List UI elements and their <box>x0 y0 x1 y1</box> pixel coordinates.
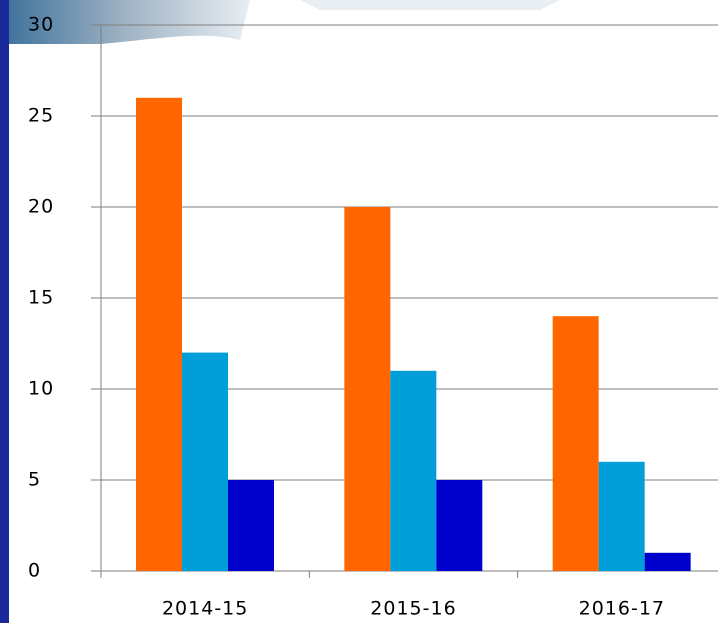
x-tick-label: 2016-17 <box>579 598 665 620</box>
y-tick-label: 30 <box>28 14 54 36</box>
bar <box>644 552 691 571</box>
x-tick-label: 2015-16 <box>370 598 456 620</box>
y-tick-label: 5 <box>28 469 41 491</box>
bar <box>344 207 391 571</box>
bar <box>182 352 228 571</box>
bar <box>228 480 274 571</box>
left-strip <box>0 0 9 623</box>
bar <box>598 461 645 571</box>
x-tick-label: 2014-15 <box>162 598 248 620</box>
banner-fragment <box>0 0 250 44</box>
bar <box>136 97 182 572</box>
bar <box>552 316 599 571</box>
bar <box>436 480 483 571</box>
y-tick-label: 10 <box>28 378 54 400</box>
y-tick-label: 0 <box>28 560 41 582</box>
y-tick-label: 15 <box>28 287 54 309</box>
plot: 0 5 10 15 20 25 30 2014-15 2015-16 2016-17 <box>28 14 718 620</box>
banner-text-fragment <box>300 0 560 10</box>
bar <box>390 370 437 571</box>
y-tick-label: 25 <box>28 105 54 127</box>
y-tick-label: 20 <box>28 196 54 218</box>
